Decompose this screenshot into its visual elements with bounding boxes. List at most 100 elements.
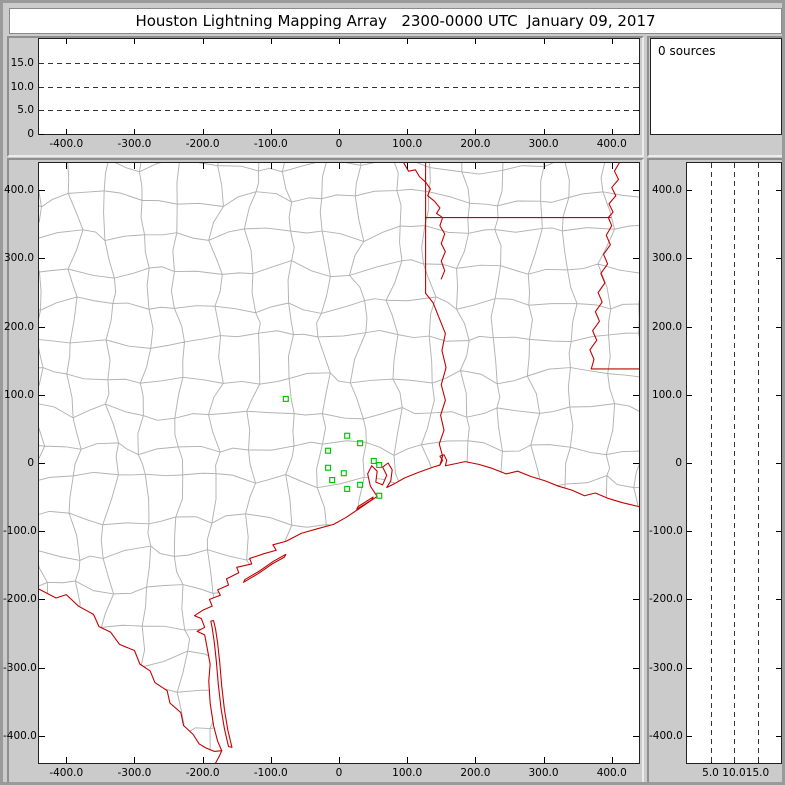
tick-mark — [633, 667, 639, 669]
gridline — [710, 163, 712, 763]
tick-mark — [407, 129, 409, 134]
tick-mark — [687, 326, 692, 328]
source-count-frame — [647, 36, 782, 157]
gridline — [734, 163, 735, 763]
lma-station-marker — [282, 395, 289, 402]
tick-mark — [776, 667, 781, 669]
source-count-panel: 0 sources — [650, 38, 782, 135]
tick-mark — [270, 129, 272, 134]
lma-station-marker — [340, 470, 347, 477]
tick-mark — [633, 326, 639, 328]
tick-mark — [687, 735, 692, 737]
lma-station-marker — [357, 481, 364, 488]
tick-mark — [39, 599, 45, 601]
tick-mark — [634, 134, 639, 135]
tick-mark — [270, 39, 272, 44]
tick-mark — [633, 394, 639, 396]
tick-mark — [543, 757, 545, 763]
tick-mark — [776, 190, 781, 192]
tick-mark — [39, 326, 45, 328]
state-borders — [39, 163, 639, 763]
tick-mark — [66, 39, 68, 44]
altitude-ew-plot — [38, 38, 640, 135]
map-frame — [7, 158, 644, 782]
tick-mark — [66, 757, 68, 763]
tick-mark — [407, 39, 409, 44]
tick-mark — [475, 39, 477, 44]
tick-mark — [39, 667, 45, 669]
tick-mark — [475, 129, 477, 134]
tick-mark — [776, 394, 781, 396]
tick-mark — [475, 163, 477, 169]
tick-mark — [270, 163, 272, 169]
county-lines — [39, 163, 639, 752]
tick-mark — [687, 463, 692, 464]
tick-mark — [633, 258, 639, 260]
tick-mark — [339, 163, 340, 169]
tick-mark — [202, 129, 204, 134]
tick-mark — [475, 757, 477, 763]
lma-station-marker — [329, 477, 336, 484]
gridline — [39, 86, 639, 88]
tick-mark — [39, 735, 45, 737]
lma-station-marker — [376, 492, 383, 499]
altitude-ew-frame — [7, 36, 644, 157]
tick-mark — [633, 190, 639, 192]
tick-mark — [776, 326, 781, 328]
tick-mark — [687, 190, 692, 192]
tick-mark — [39, 134, 44, 135]
tick-mark — [339, 129, 340, 134]
tick-mark — [611, 129, 613, 134]
tick-mark — [611, 163, 613, 169]
tick-mark — [39, 531, 45, 533]
tick-mark — [39, 190, 45, 192]
tick-mark — [611, 39, 613, 44]
tick-mark — [134, 163, 136, 169]
tick-mark — [687, 258, 692, 260]
tick-mark — [633, 531, 639, 533]
source-count-label: 0 sources — [658, 44, 716, 58]
tick-mark — [687, 599, 692, 601]
lma-station-marker — [376, 462, 383, 469]
tick-mark — [134, 39, 136, 44]
gridline — [39, 62, 639, 64]
tick-mark — [407, 757, 409, 763]
tick-mark — [66, 129, 68, 134]
map-canvas — [39, 163, 639, 763]
gridline — [39, 110, 639, 112]
lma-station-marker — [344, 485, 351, 492]
tick-mark — [776, 258, 781, 260]
tick-mark — [543, 129, 545, 134]
gridline — [757, 163, 759, 763]
tick-mark — [687, 531, 692, 533]
altitude-ns-frame — [647, 158, 782, 782]
plan-view-map-plot — [38, 162, 640, 764]
tick-mark — [134, 129, 136, 134]
tick-mark — [776, 735, 781, 737]
tick-mark — [543, 163, 545, 169]
tick-mark — [202, 39, 204, 44]
lma-station-marker — [344, 432, 351, 439]
tick-mark — [270, 757, 272, 763]
lma-stations — [282, 395, 383, 499]
tick-mark — [543, 39, 545, 44]
lma-station-marker — [357, 440, 364, 447]
tick-mark — [687, 394, 692, 396]
tick-mark — [611, 757, 613, 763]
tick-mark — [202, 163, 204, 169]
tick-mark — [776, 531, 781, 533]
tick-mark — [633, 463, 639, 464]
tick-mark — [633, 599, 639, 601]
tick-mark — [134, 757, 136, 763]
tick-mark — [633, 735, 639, 737]
title-bar: Houston Lightning Mapping Array 2300-000… — [9, 8, 782, 34]
lma-station-marker — [325, 447, 332, 454]
tick-mark — [776, 599, 781, 601]
tick-mark — [687, 667, 692, 669]
tick-mark — [407, 163, 409, 169]
page-title: Houston Lightning Mapping Array 2300-000… — [135, 12, 656, 30]
tick-mark — [66, 163, 68, 169]
tick-mark — [339, 757, 340, 763]
tick-mark — [202, 757, 204, 763]
